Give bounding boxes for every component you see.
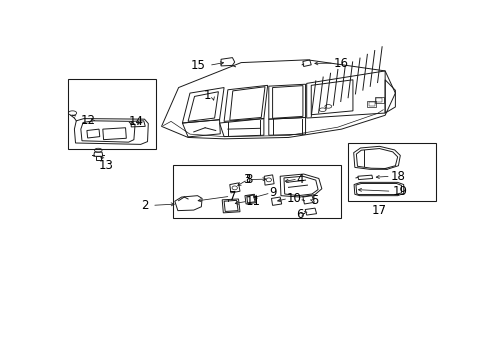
Text: 18: 18 [390, 170, 405, 183]
Text: 8: 8 [245, 173, 253, 186]
Bar [366, 102, 376, 107]
Text: 12: 12 [81, 114, 96, 127]
Bar [68, 79, 156, 149]
Text: 4: 4 [296, 172, 303, 185]
Text: 16: 16 [332, 57, 347, 69]
Bar [173, 165, 340, 218]
Text: 3: 3 [243, 173, 250, 186]
Bar [368, 102, 374, 106]
Text: 9: 9 [268, 186, 276, 199]
Text: 17: 17 [371, 203, 386, 217]
Text: 15: 15 [191, 59, 205, 72]
Text: 13: 13 [98, 159, 113, 172]
Text: 6: 6 [296, 208, 303, 221]
Text: 11: 11 [245, 195, 261, 208]
Bar [374, 97, 383, 103]
Text: 1: 1 [203, 89, 210, 102]
Text: 14: 14 [128, 115, 143, 128]
Text: 10: 10 [285, 192, 301, 205]
Text: 2: 2 [141, 199, 149, 212]
Text: 5: 5 [311, 194, 318, 207]
Text: 7: 7 [228, 190, 236, 203]
Text: 19: 19 [392, 185, 407, 198]
Bar [376, 98, 382, 102]
Bar [347, 143, 435, 201]
